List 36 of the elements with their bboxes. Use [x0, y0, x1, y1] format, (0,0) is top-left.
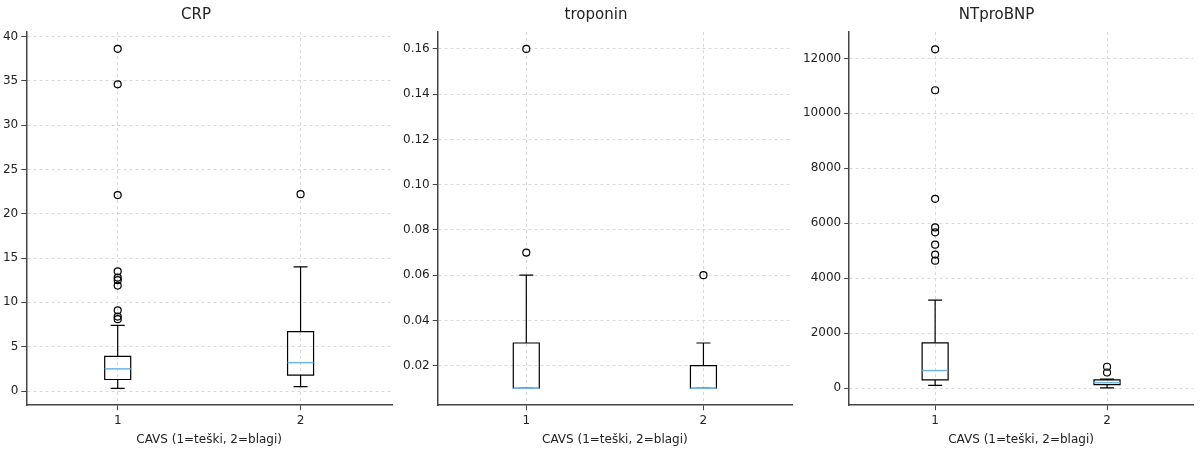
- x-tick-label: 2: [296, 412, 305, 427]
- y-tick-label: 0.12: [403, 131, 430, 146]
- y-tick-label: 0: [833, 380, 842, 395]
- x-axis-title: CAVS (1=teški, 2=blagi): [542, 431, 688, 446]
- y-tick-label: 25: [2, 161, 19, 176]
- y-tick-label: 0: [10, 383, 19, 398]
- chart-title: troponin: [564, 4, 628, 23]
- x-tick-label: 1: [113, 412, 122, 427]
- x-tick-label: 1: [931, 412, 939, 427]
- y-tick-label: 20: [2, 205, 19, 220]
- y-tick-label: 10: [2, 294, 19, 309]
- x-tick-label: 2: [699, 412, 708, 427]
- y-tick-label: 12000: [802, 50, 842, 65]
- x-tick-label: 1: [522, 412, 531, 427]
- y-tick-label: 0.06: [403, 267, 430, 282]
- y-tick-label: 35: [2, 72, 19, 87]
- y-tick-label: 0.10: [403, 176, 430, 191]
- x-axis-title: CAVS (1=teški, 2=blagi): [948, 431, 1094, 446]
- y-tick-label: 0.04: [403, 312, 430, 327]
- y-tick-label: 15: [2, 250, 19, 265]
- y-tick-label: 30: [2, 117, 19, 132]
- chart-title: NTproBNP: [958, 4, 1035, 23]
- y-tick-label: 8000: [810, 160, 842, 175]
- y-tick-label: 10000: [802, 105, 842, 120]
- chart-title: CRP: [181, 4, 211, 23]
- y-tick-label: 4000: [810, 270, 842, 285]
- y-tick-label: 0.14: [403, 86, 430, 101]
- y-tick-label: 0.16: [403, 41, 430, 56]
- y-tick-label: 5: [10, 338, 19, 353]
- y-tick-label: 0.08: [403, 222, 430, 237]
- y-tick-label: 0.02: [403, 357, 430, 372]
- y-tick-label: 40: [2, 28, 19, 43]
- x-axis-title: CAVS (1=teški, 2=blagi): [136, 431, 282, 446]
- y-tick-label: 2000: [810, 325, 842, 340]
- x-tick-label: 2: [1103, 412, 1111, 427]
- y-tick-label: 6000: [810, 215, 842, 230]
